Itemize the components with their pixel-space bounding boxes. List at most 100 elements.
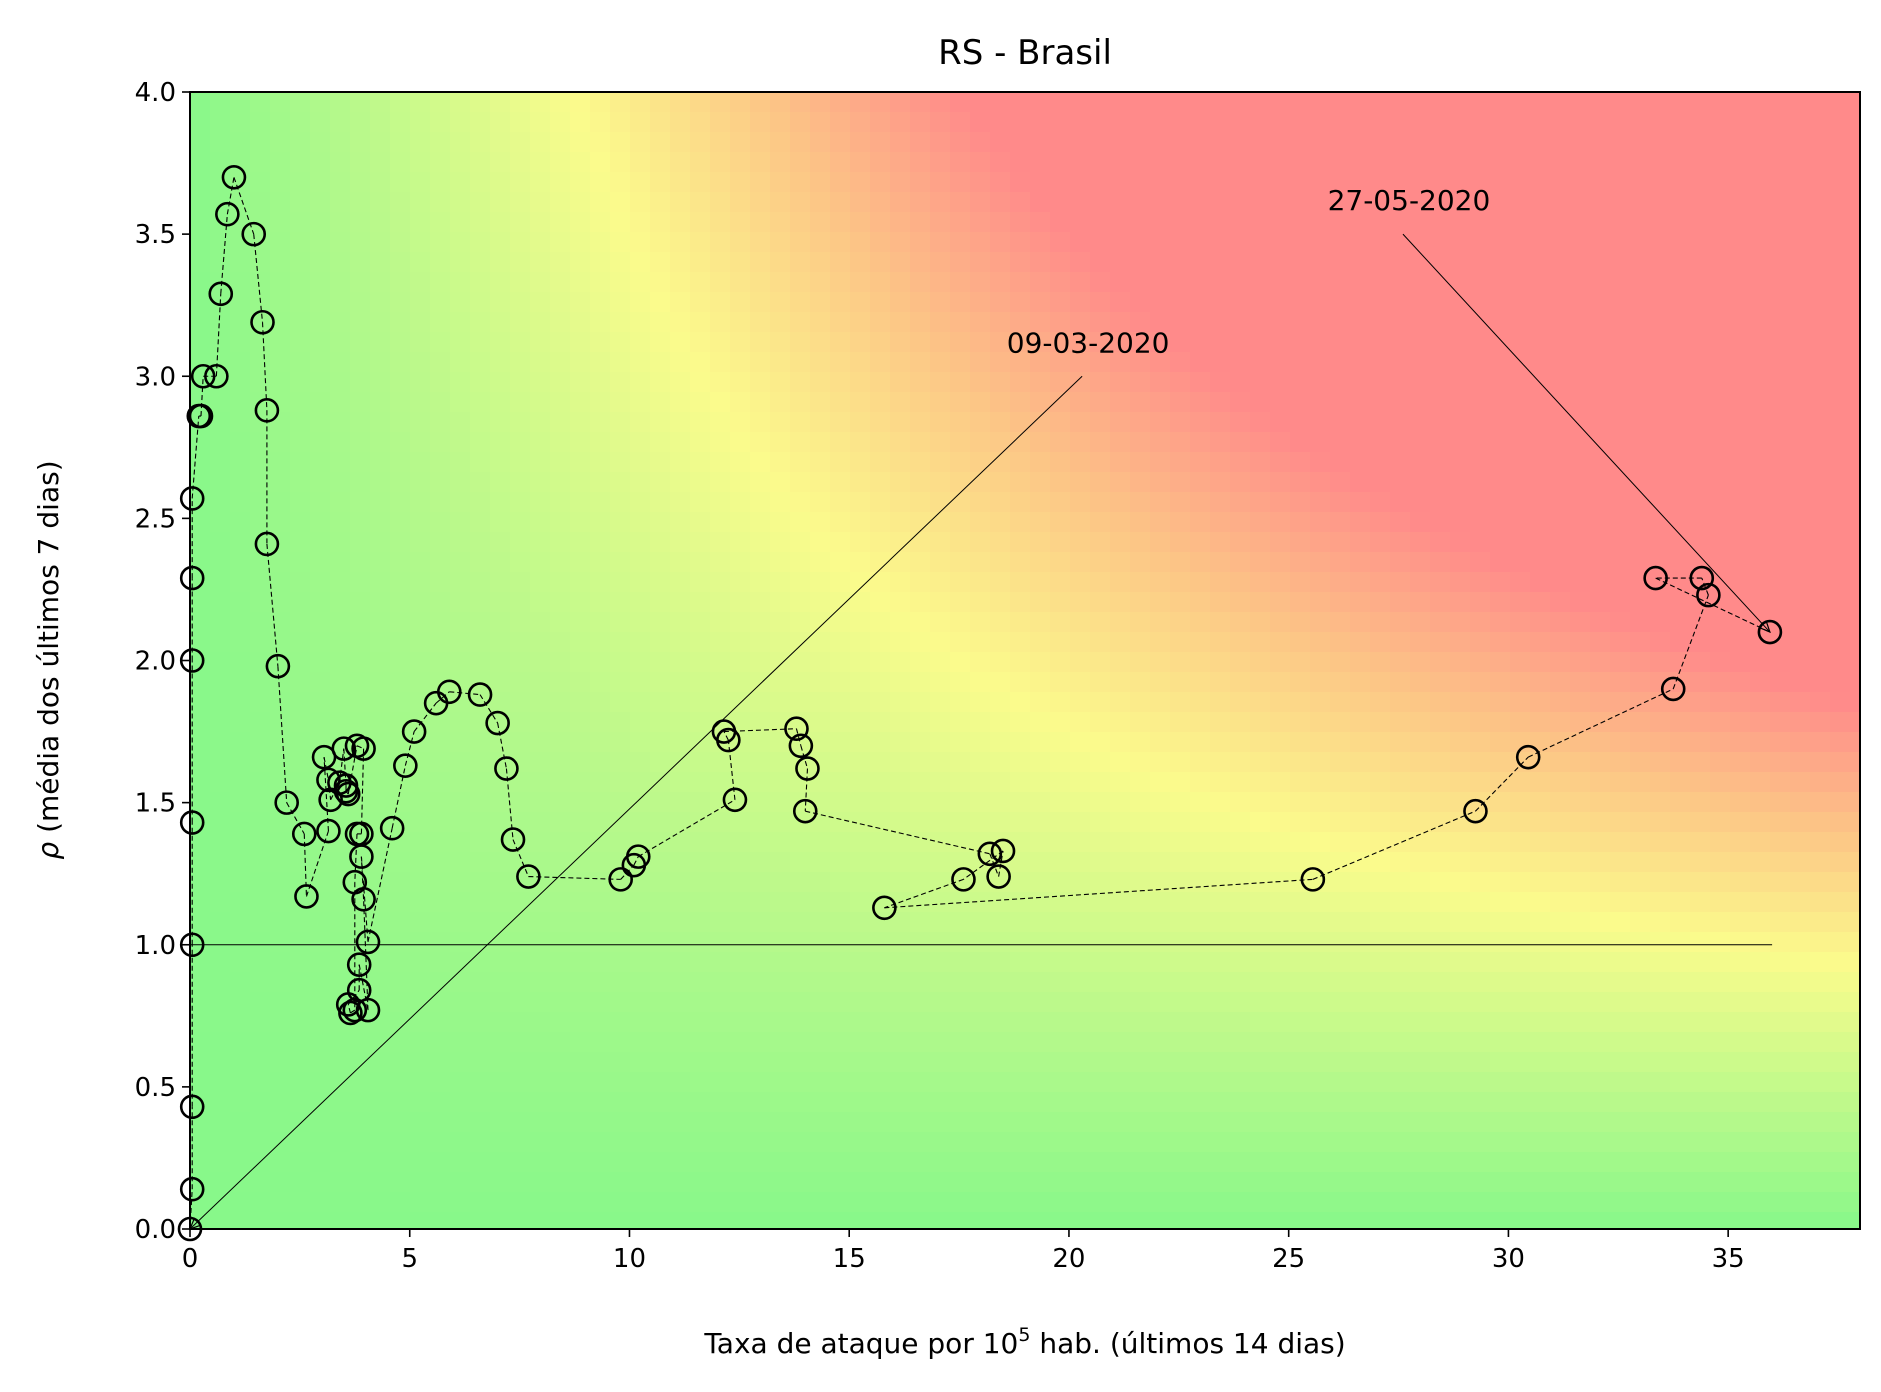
gradient-cell: [1790, 692, 1811, 713]
gradient-cell: [310, 592, 331, 613]
gradient-cell: [590, 1212, 611, 1229]
gradient-cell: [1750, 592, 1771, 613]
gradient-cell: [870, 592, 891, 613]
gradient-cell: [1750, 352, 1771, 373]
gradient-cell: [1670, 472, 1691, 493]
gradient-cell: [310, 452, 331, 473]
gradient-cell: [850, 352, 871, 373]
gradient-cell: [1290, 732, 1311, 753]
gradient-cell: [1150, 572, 1171, 593]
gradient-cell: [1290, 852, 1311, 873]
gradient-cell: [1530, 392, 1551, 413]
gradient-cell: [930, 692, 951, 713]
gradient-cell: [1090, 332, 1111, 353]
gradient-cell: [450, 452, 471, 473]
gradient-cell: [710, 412, 731, 433]
gradient-cell: [1030, 572, 1051, 593]
gradient-cell: [970, 512, 991, 533]
gradient-cell: [1090, 912, 1111, 933]
gradient-cell: [1070, 712, 1091, 733]
gradient-cell: [650, 1012, 671, 1033]
gradient-cell: [1250, 252, 1271, 273]
gradient-cell: [750, 1192, 771, 1213]
gradient-cell: [1010, 692, 1031, 713]
gradient-cell: [730, 852, 751, 873]
gradient-cell: [850, 252, 871, 273]
gradient-cell: [1590, 1192, 1611, 1213]
gradient-cell: [1210, 1032, 1231, 1053]
gradient-cell: [790, 1092, 811, 1113]
gradient-cell: [930, 1072, 951, 1093]
gradient-cell: [630, 632, 651, 653]
gradient-cell: [270, 1052, 291, 1073]
gradient-cell: [1610, 592, 1631, 613]
gradient-cell: [930, 1152, 951, 1173]
gradient-cell: [1410, 712, 1431, 733]
gradient-cell: [730, 752, 751, 773]
gradient-cell: [1370, 172, 1391, 193]
gradient-cell: [1530, 352, 1551, 373]
gradient-cell: [490, 1052, 511, 1073]
gradient-cell: [1710, 1152, 1731, 1173]
gradient-cell: [1370, 92, 1391, 113]
gradient-cell: [1190, 1152, 1211, 1173]
gradient-cell: [1670, 852, 1691, 873]
gradient-cell: [210, 512, 231, 533]
gradient-cell: [250, 432, 271, 453]
gradient-cell: [1090, 212, 1111, 233]
gradient-cell: [690, 192, 711, 213]
gradient-cell: [770, 1192, 791, 1213]
gradient-cell: [1810, 712, 1831, 733]
gradient-cell: [1530, 592, 1551, 613]
gradient-cell: [1130, 272, 1151, 293]
gradient-cell: [1390, 532, 1411, 553]
gradient-cell: [990, 732, 1011, 753]
gradient-cell: [1690, 152, 1711, 173]
gradient-cell: [650, 912, 671, 933]
gradient-cell: [1070, 832, 1091, 853]
gradient-cell: [690, 512, 711, 533]
gradient-cell: [790, 392, 811, 413]
gradient-cell: [1590, 1212, 1611, 1229]
gradient-cell: [1610, 392, 1631, 413]
gradient-cell: [1130, 1192, 1151, 1213]
gradient-cell: [590, 1072, 611, 1093]
gradient-cell: [550, 312, 571, 333]
gradient-cell: [1590, 992, 1611, 1013]
gradient-cell: [1830, 692, 1851, 713]
gradient-cell: [230, 692, 251, 713]
gradient-cell: [1130, 692, 1151, 713]
gradient-cell: [1010, 172, 1031, 193]
gradient-cell: [1370, 212, 1391, 233]
gradient-cell: [930, 792, 951, 813]
gradient-cell: [1370, 612, 1391, 633]
gradient-cell: [510, 812, 531, 833]
gradient-cell: [1630, 692, 1651, 713]
gradient-cell: [950, 172, 971, 193]
gradient-cell: [470, 312, 491, 333]
gradient-cell: [1130, 712, 1151, 733]
gradient-cell: [1830, 852, 1851, 873]
gradient-cell: [1350, 472, 1371, 493]
gradient-cell: [1510, 712, 1531, 733]
gradient-cell: [1110, 412, 1131, 433]
gradient-cell: [1130, 112, 1151, 133]
gradient-cell: [410, 572, 431, 593]
gradient-cell: [790, 912, 811, 933]
gradient-cell: [850, 752, 871, 773]
gradient-cell: [250, 1172, 271, 1193]
gradient-cell: [1110, 512, 1131, 533]
gradient-cell: [250, 452, 271, 473]
gradient-cell: [1450, 1052, 1471, 1073]
gradient-cell: [1010, 832, 1031, 853]
gradient-cell: [1790, 272, 1811, 293]
gradient-cell: [410, 872, 431, 893]
gradient-cell: [1590, 1132, 1611, 1153]
gradient-cell: [1310, 792, 1331, 813]
gradient-cell: [430, 752, 451, 773]
gradient-cell: [210, 932, 231, 953]
gradient-cell: [1070, 1172, 1091, 1193]
gradient-cell: [1130, 412, 1151, 433]
gradient-cell: [1250, 212, 1271, 233]
gradient-cell: [1070, 632, 1091, 653]
